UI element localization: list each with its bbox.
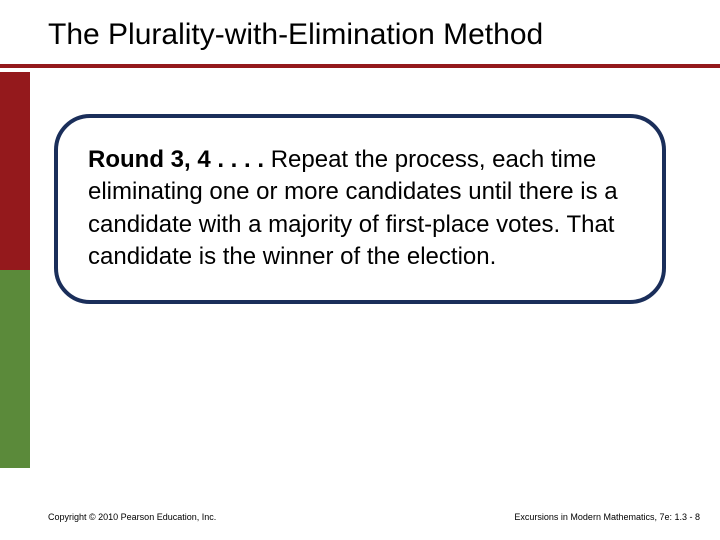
footer-copyright: Copyright © 2010 Pearson Education, Inc. <box>48 512 216 522</box>
footer-reference: Excursions in Modern Mathematics, 7e: 1.… <box>514 512 700 522</box>
title-underline <box>0 64 720 68</box>
page-title: The Plurality-with-Elimination Method <box>48 18 543 52</box>
content-lead: Round 3, 4 . . . . <box>88 146 271 173</box>
content-box: Round 3, 4 . . . . Repeat the process, e… <box>54 114 666 304</box>
sidebar-red-block <box>0 72 30 270</box>
sidebar-color-strip <box>0 72 30 468</box>
content-paragraph: Round 3, 4 . . . . Repeat the process, e… <box>88 144 632 274</box>
sidebar-green-block <box>0 270 30 468</box>
